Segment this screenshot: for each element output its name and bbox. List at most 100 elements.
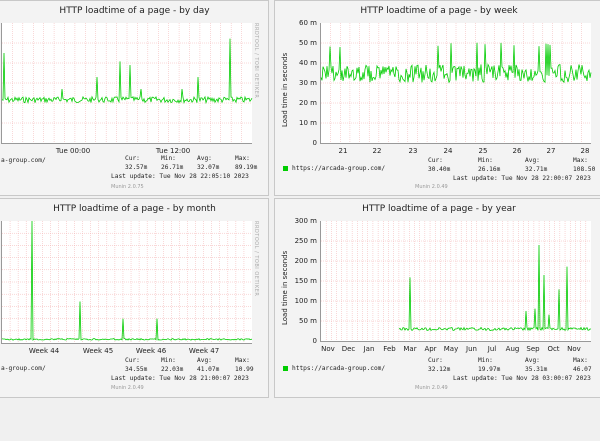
min-value: 26.71m: [161, 164, 184, 171]
panel-title: HTTP loadtime of a page - by week: [360, 6, 518, 16]
x-tick: 22: [372, 147, 382, 155]
y-tick: 0: [312, 139, 317, 147]
cur-label: Cur:: [125, 357, 140, 364]
munin-version: Munin 2.0.75: [111, 184, 144, 190]
avg-label: Avg:: [525, 357, 540, 364]
rrdtool-label: RRDTOOL / TOBI OETIKER: [253, 23, 259, 99]
plot-area: [1, 220, 253, 344]
series-line: [1, 220, 253, 341]
x-tick: Oct: [547, 345, 560, 353]
munin-version: Munin 2.0.49: [111, 385, 144, 391]
last-update: Last update: Tue Nov 28 22:00:07 2023: [453, 175, 591, 182]
panel-title: HTTP loadtime of a page - by day: [59, 6, 210, 16]
panel-title: HTTP loadtime of a page - by month: [53, 204, 216, 214]
line-chart: [320, 23, 592, 143]
series-line: [1, 38, 253, 105]
x-tick: Jul: [487, 345, 497, 353]
x-tick: Week 45: [82, 347, 114, 355]
y-tick: 200 m: [294, 257, 317, 265]
y-tick: 150 m: [294, 277, 317, 285]
cur-label: Cur:: [125, 155, 140, 162]
x-tick: 25: [478, 147, 488, 155]
plot-area: [1, 23, 253, 144]
y-tick: 300 m: [294, 217, 317, 225]
y-axis-label: Load time in seconds: [281, 52, 289, 127]
max-value: 108.50: [573, 166, 596, 173]
x-tick: 28: [580, 147, 590, 155]
legend: a-group.com/ Cur: 32.57m Min: 26.71m Avg…: [1, 155, 257, 241]
x-tick: 21: [338, 147, 348, 155]
last-update: Last update: Tue Nov 28 22:05:10 2023: [111, 173, 249, 180]
munin-version: Munin 2.0.49: [415, 385, 448, 391]
x-tick: Tue 12:00: [155, 147, 191, 155]
min-value: 19.97m: [478, 366, 501, 373]
x-tick: Nov: [321, 345, 335, 353]
rrdtool-label: RRDTOOL / TOBI OETIKER: [253, 221, 259, 297]
x-tick: Week 44: [28, 347, 60, 355]
y-tick: 0: [312, 337, 317, 345]
avg-value: 32.07m: [197, 164, 220, 171]
y-tick: 40 m: [299, 59, 317, 67]
x-tick: Week 46: [135, 347, 167, 355]
min-label: Min:: [161, 357, 176, 364]
last-update: Last update: Tue Nov 28 03:00:07 2023: [453, 375, 591, 382]
avg-label: Avg:: [197, 357, 212, 364]
panel-by-month[interactable]: HTTP loadtime of a page - by month RRDTO…: [0, 198, 269, 398]
max-value: 89.19m: [235, 164, 258, 171]
x-tick: Mar: [403, 345, 417, 353]
legend: https://arcada-group.com/ Cur: 32.12m Mi…: [283, 357, 592, 441]
cur-value: 32.57m: [125, 164, 148, 171]
legend-url: https://arcada-group.com/: [292, 165, 386, 172]
max-value: 10.99: [235, 366, 254, 373]
cur-value: 34.55m: [125, 366, 148, 373]
y-tick: 20 m: [299, 99, 317, 107]
line-chart: [321, 221, 592, 341]
cur-label: Cur:: [428, 157, 443, 164]
y-axis-label: Load time in seconds: [281, 250, 289, 325]
max-label: Max:: [573, 357, 588, 364]
x-tick: Tue 00:00: [55, 147, 91, 155]
avg-label: Avg:: [197, 155, 212, 162]
avg-label: Avg:: [525, 157, 540, 164]
x-tick: Jun: [466, 345, 477, 353]
max-label: Max:: [235, 155, 250, 162]
x-tick: May: [443, 345, 459, 353]
panel-by-week[interactable]: HTTP loadtime of a page - by week Load t…: [274, 0, 600, 196]
line-chart: [1, 23, 253, 143]
y-tick: 250 m: [294, 237, 317, 245]
y-tick: 50 m: [299, 317, 317, 325]
munin-version: Munin 2.0.49: [415, 184, 448, 190]
series-swatch: [283, 165, 288, 171]
y-tick: 10 m: [299, 119, 317, 127]
x-tick: Feb: [383, 345, 396, 353]
x-tick: Dec: [341, 345, 356, 353]
panel-by-year[interactable]: HTTP loadtime of a page - by year Load t…: [274, 198, 600, 398]
x-tick: Apr: [424, 345, 437, 353]
munin-graphs-page: HTTP loadtime of a page - by day RRDTOOL…: [0, 0, 600, 398]
series-line: [320, 42, 592, 84]
series-line: [398, 244, 592, 332]
y-tick: 60 m: [299, 19, 317, 27]
x-tick: Sep: [526, 345, 540, 353]
legend-url: https://arcada-group.com/: [292, 365, 386, 372]
cur-label: Cur:: [428, 357, 443, 364]
cur-value: 30.40m: [428, 166, 451, 173]
y-tick: 50 m: [299, 39, 317, 47]
panel-by-day[interactable]: HTTP loadtime of a page - by day RRDTOOL…: [0, 0, 269, 196]
x-tick: Week 47: [188, 347, 220, 355]
legend-entry: https://arcada-group.com/: [283, 165, 385, 172]
y-tick: 30 m: [299, 79, 317, 87]
y-tick: 100 m: [294, 297, 317, 305]
x-tick: 23: [408, 147, 418, 155]
x-tick: Jan: [363, 345, 375, 353]
plot-area: [320, 23, 592, 144]
x-tick: 24: [443, 147, 453, 155]
x-tick: Aug: [505, 345, 520, 353]
last-update: Last update: Tue Nov 28 21:00:07 2023: [111, 375, 249, 382]
min-label: Min:: [478, 157, 493, 164]
min-label: Min:: [478, 357, 493, 364]
x-tick: 26: [512, 147, 522, 155]
max-label: Max:: [235, 357, 250, 364]
legend: a-group.com/ Cur: 34.55m Min: 22.03m Avg…: [1, 357, 254, 441]
avg-value: 32.71m: [525, 166, 548, 173]
